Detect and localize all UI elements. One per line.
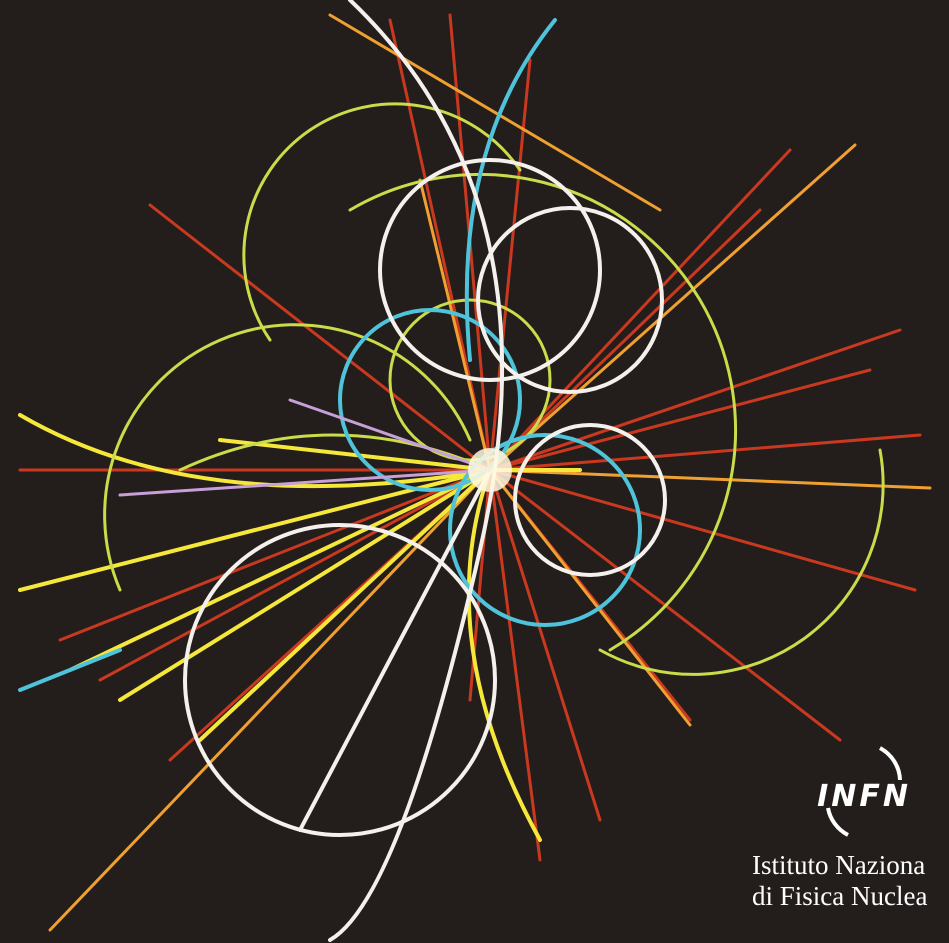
red-tracks (18, 13, 922, 862)
logo-acronym: INFN (817, 779, 911, 814)
logo-line: Istituto Naziona (752, 850, 925, 880)
logo-arc (826, 807, 850, 837)
white-arcs (183, 0, 667, 942)
logo-arc (878, 746, 902, 781)
infn-logo: INFN Istituto Naziona di Fisica Nuclea (752, 746, 927, 911)
logo-line: di Fisica Nuclea (752, 881, 927, 911)
cyan-arcs (18, 18, 642, 692)
vertex (468, 448, 512, 492)
yellow-tracks (18, 413, 582, 842)
violet-tracks (118, 398, 492, 497)
